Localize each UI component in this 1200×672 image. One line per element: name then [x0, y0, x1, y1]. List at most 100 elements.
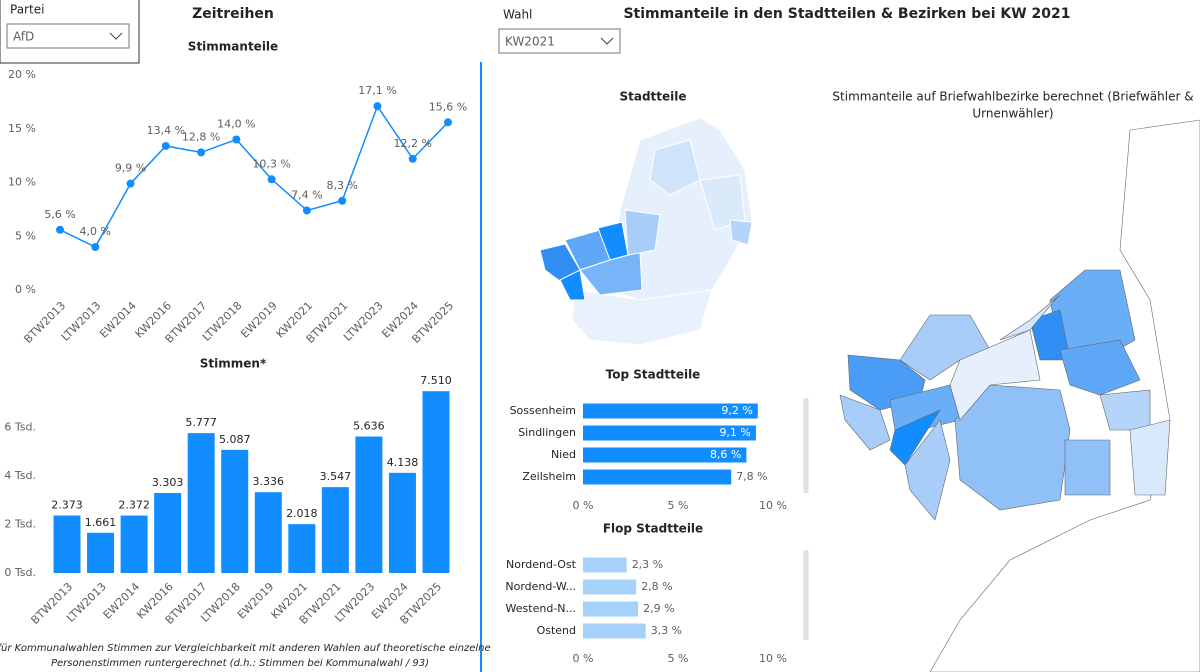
data-label: 12,2 %: [394, 137, 432, 150]
data-label: 14,0 %: [217, 118, 255, 131]
data-label: 4.138: [387, 456, 419, 469]
x-tick-label: 5 %: [668, 499, 689, 512]
bar: [87, 532, 115, 573]
y-tick-label: 15 %: [8, 122, 36, 135]
point: [232, 135, 241, 144]
map-title: Urnenwähler): [972, 107, 1053, 121]
bar: [221, 449, 249, 573]
section-title: Zeitreihen: [192, 6, 274, 22]
data-label: 5.636: [353, 420, 385, 433]
data-label: 1.661: [85, 516, 117, 529]
bar: [583, 601, 639, 617]
bar: [154, 493, 182, 573]
data-label: 2,8 %: [641, 580, 672, 593]
y-tick-label: Nied: [551, 448, 576, 461]
data-label: 9,1 %: [719, 426, 750, 439]
y-tick-label: Zeilsheim: [522, 470, 576, 483]
data-label: 5.777: [185, 416, 217, 429]
point: [373, 102, 382, 111]
map-title: Stadtteile: [619, 90, 686, 104]
point: [408, 154, 417, 163]
data-label: 12,8 %: [182, 130, 220, 143]
data-label: 5,6 %: [44, 208, 75, 221]
bar: [53, 515, 81, 573]
section-title: Stimmanteile in den Stadtteilen & Bezirk…: [623, 6, 1070, 22]
y-tick-label: 0 Tsd.: [4, 566, 36, 579]
y-tick-label: 10 %: [8, 176, 36, 189]
y-tick-label: Nordend-W...: [505, 580, 576, 593]
data-label: 9,9 %: [115, 162, 146, 175]
bar: [187, 433, 215, 573]
chart-title: Top Stadtteile: [606, 368, 701, 382]
bar: [355, 436, 383, 573]
y-tick-label: Sindlingen: [518, 426, 576, 439]
chart-title: Stimmen*: [200, 357, 267, 371]
bar: [583, 469, 732, 485]
data-label: 7,4 %: [291, 188, 322, 201]
data-label: 2.373: [51, 499, 83, 512]
data-label: 2,9 %: [643, 602, 674, 615]
filter-label: Partei: [10, 3, 44, 17]
bar: [422, 391, 450, 573]
map-title: Stimmanteile auf Briefwahlbezirke berech…: [832, 90, 1193, 104]
chevron: [600, 37, 614, 45]
x-tick-label: 10 %: [759, 499, 787, 512]
data-label: 10,3 %: [252, 157, 290, 170]
data-label: 3,3 %: [651, 624, 682, 637]
data-label: 3.303: [152, 476, 184, 489]
y-tick-label: Nordend-Ost: [506, 558, 577, 571]
dropdown[interactable]: [498, 28, 621, 54]
point: [91, 243, 100, 251]
footnote: * für Kommunalwahlen Stimmen zur Verglei…: [0, 643, 491, 654]
point: [267, 175, 276, 184]
point: [302, 206, 311, 215]
y-tick-label: 2 Tsd.: [4, 518, 36, 531]
data-label: 3.547: [320, 470, 352, 483]
data-label: 7,8 %: [736, 470, 767, 483]
point: [338, 196, 347, 205]
footnote: Personenstimmen runtergerechnet (d.h.: S…: [51, 658, 429, 669]
line: [59, 104, 449, 248]
x-tick-label: 10 %: [759, 652, 787, 665]
y-tick-label: Westend-N...: [506, 602, 576, 615]
data-label: 4,0 %: [80, 225, 111, 238]
dropdown-value: AfD: [13, 30, 34, 44]
bar: [388, 472, 416, 573]
y-tick-label: 4 Tsd.: [4, 469, 36, 482]
dropdown[interactable]: [6, 23, 130, 49]
point: [126, 179, 135, 188]
point: [56, 225, 64, 234]
bar: [321, 487, 349, 573]
data-label: 2,3 %: [632, 558, 663, 571]
data-label: 5.087: [219, 433, 251, 446]
y-tick-label: 6 Tsd.: [4, 421, 36, 434]
data-label: 8,3 %: [326, 179, 357, 192]
data-label: 7.510: [420, 374, 452, 387]
data-label: 2.018: [286, 507, 318, 520]
bar: [583, 425, 756, 441]
x-tick-label: BTW2013: [21, 299, 68, 346]
data-label: 13,4 %: [147, 124, 185, 137]
y-tick-label: 5 %: [15, 229, 36, 242]
district-map: [539, 117, 753, 346]
point: [197, 148, 206, 157]
point: [161, 141, 170, 150]
point: [444, 118, 452, 127]
x-tick-label: 0 %: [573, 499, 594, 512]
bar: [583, 623, 646, 639]
data-label: 9,2 %: [721, 404, 752, 417]
x-tick-label: EW2014: [97, 299, 139, 341]
y-tick-label: Ostend: [537, 624, 576, 637]
chart-title: Flop Stadtteile: [603, 522, 703, 536]
bar: [254, 492, 282, 573]
chevron: [109, 32, 123, 40]
dropdown-value: KW2021: [505, 35, 555, 49]
filter-label: Wahl: [503, 8, 532, 22]
bar: [583, 557, 627, 573]
x-tick-label: EW2019: [238, 299, 280, 341]
data-label: 15,6 %: [429, 100, 467, 113]
precinct-map: [839, 119, 1200, 672]
y-tick-label: 20 %: [8, 68, 36, 81]
chart-title: Stimmanteile: [188, 40, 278, 54]
